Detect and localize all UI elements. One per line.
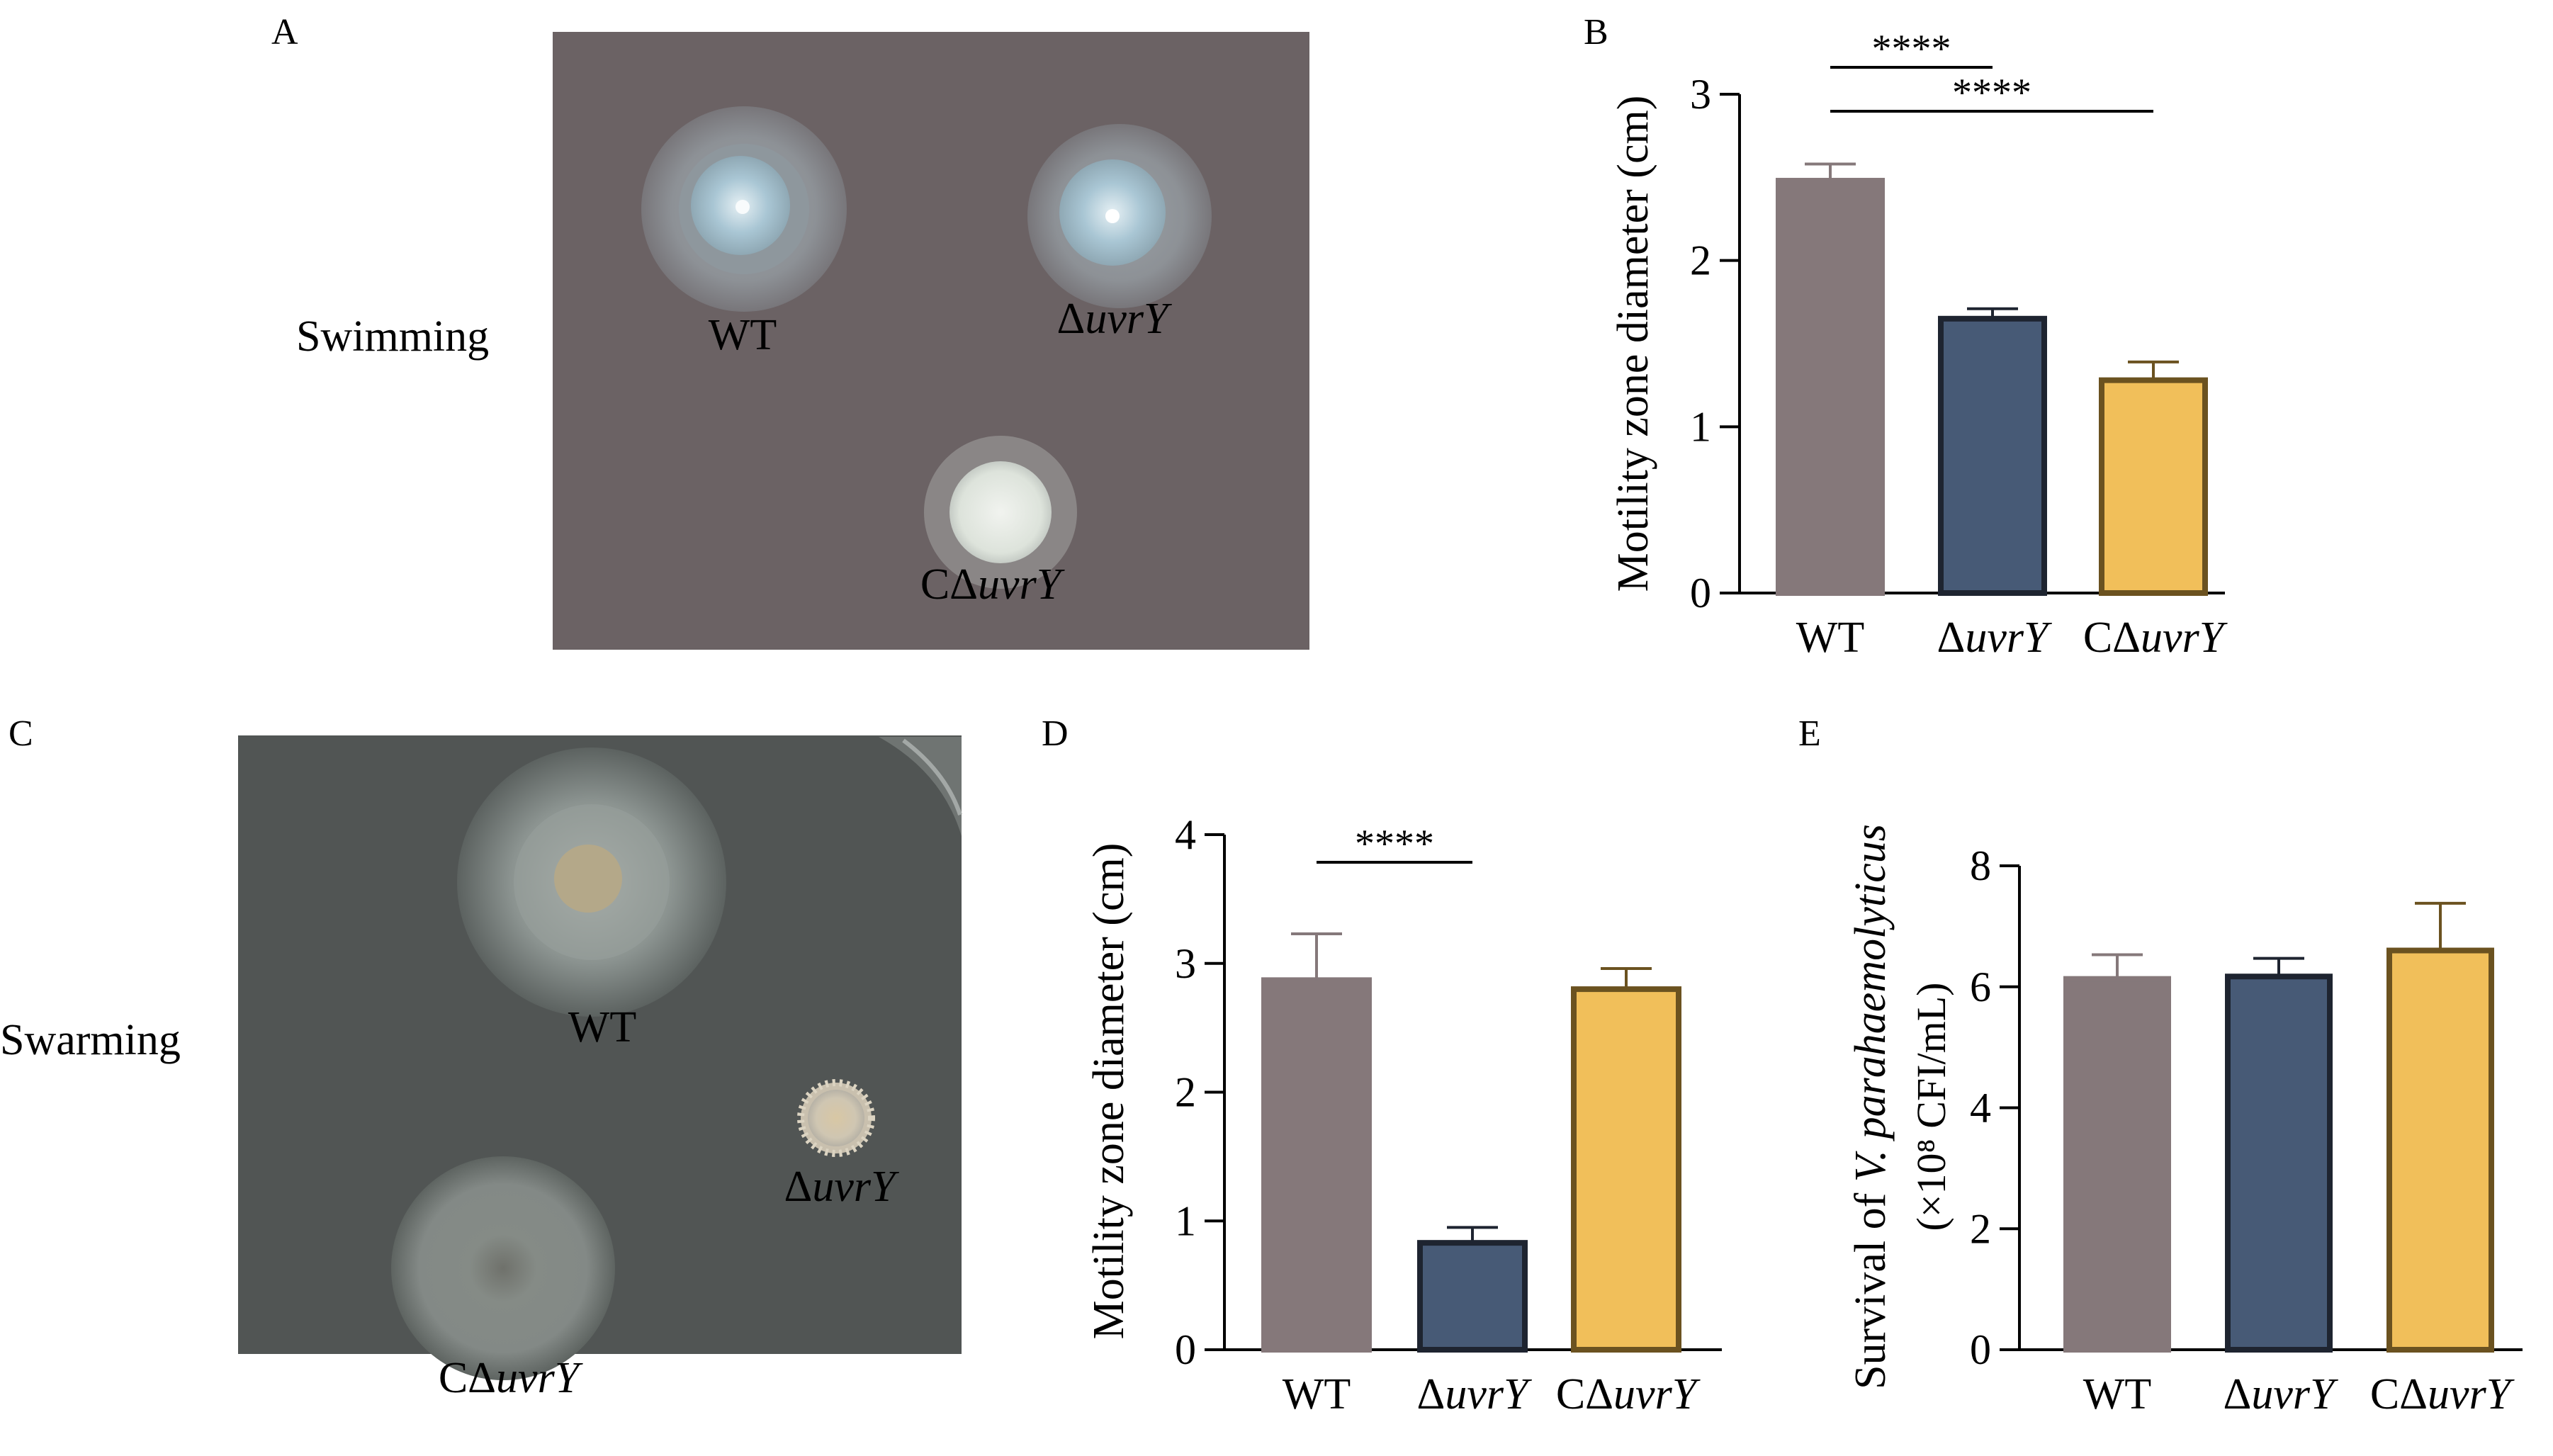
swarm-label-comp: CΔuvrY <box>439 1354 583 1402</box>
y-tick-label: 2 <box>1970 1205 1991 1252</box>
panel-a-row-label: Swimming <box>296 312 489 361</box>
significance-label: **** <box>1355 822 1434 866</box>
x-tick-label: CΔuvrY <box>1556 1370 1701 1418</box>
swarm-label-wt: WT <box>568 1003 636 1051</box>
y-tick-label: 2 <box>1690 237 1711 284</box>
swimming-plate-photo: WT ΔuvrY CΔuvrY <box>553 32 1309 650</box>
significance-label: **** <box>1952 71 2031 115</box>
y-axis-label: Motility zone diameter (cm) <box>1609 96 1657 592</box>
significance-label: **** <box>1872 27 1951 71</box>
x-tick-label: CΔuvrY <box>2083 614 2228 662</box>
swarm-label-delta: ΔuvrY <box>784 1163 899 1211</box>
y-tick-label: 1 <box>1690 403 1711 450</box>
bar <box>2386 947 2494 1353</box>
panel-c-letter: C <box>9 713 33 754</box>
y-tick-label: 4 <box>1175 811 1196 858</box>
colony-label-comp: CΔuvrY <box>920 560 1065 609</box>
y-tick-label: 1 <box>1175 1197 1196 1244</box>
bar <box>2225 974 2333 1353</box>
x-tick-label: CΔuvrY <box>2370 1370 2515 1418</box>
y-tick-label: 2 <box>1175 1069 1196 1116</box>
y-tick-label: 0 <box>1970 1326 1991 1373</box>
y-tick-label: 3 <box>1690 71 1711 118</box>
panel-b-letter: B <box>1584 12 1608 52</box>
y-tick-label: 8 <box>1970 842 1991 889</box>
panel-c-row-label: Swarming <box>0 1016 181 1064</box>
panel-d-letter: D <box>1042 713 1069 754</box>
chart-b-motility-swimming: 0 1 2 3 Motility zone diameter (cm) WT ΔuvrY CΔ… <box>1609 27 2228 662</box>
y-axis-label: Survival of V. parahaemolyticus <box>1847 824 1895 1389</box>
chart-d-motility-swarming: 0 1 2 3 4 Motility zone diameter (cm) WT ΔuvrY C… <box>1085 811 1722 1418</box>
bar <box>1938 315 2047 596</box>
swarming-plate-photo: WT ΔuvrY CΔuvrY <box>238 735 962 1402</box>
y-tick-label: 3 <box>1175 940 1196 987</box>
y-axis-label: Motility zone diameter (cm) <box>1085 843 1133 1340</box>
bar <box>1261 977 1372 1353</box>
colony-label-wt: WT <box>709 311 777 359</box>
y-tick-label: 0 <box>1690 570 1711 616</box>
y-axis-label-units: (×10⁸ CFI/mL) <box>1908 983 1954 1231</box>
bar <box>2099 377 2208 596</box>
bar <box>1776 178 1885 596</box>
x-tick-label: WT <box>2083 1370 2151 1418</box>
bar <box>2063 976 2171 1353</box>
panel-e-letter: E <box>1798 713 1821 754</box>
bar <box>1417 1240 1528 1353</box>
y-tick-label: 0 <box>1175 1326 1196 1373</box>
y-tick-label: 6 <box>1970 964 1991 1010</box>
y-tick-label: 4 <box>1970 1085 1991 1131</box>
bar <box>1571 986 1681 1353</box>
x-tick-label: ΔuvrY <box>2223 1370 2338 1418</box>
colony-label-delta: ΔuvrY <box>1056 295 1172 343</box>
x-tick-label: WT <box>1796 614 1864 662</box>
panel-a-letter: A <box>271 12 298 52</box>
x-tick-label: ΔuvrY <box>1416 1370 1532 1418</box>
x-tick-label: ΔuvrY <box>1937 614 2052 662</box>
colony-comp-core <box>949 461 1052 563</box>
chart-e-survival: 0 2 4 6 8 Survival of V. parahaemolyticus (×10… <box>1847 824 2523 1418</box>
swarm-colony-comp <box>391 1156 615 1380</box>
x-tick-label: WT <box>1283 1370 1351 1418</box>
